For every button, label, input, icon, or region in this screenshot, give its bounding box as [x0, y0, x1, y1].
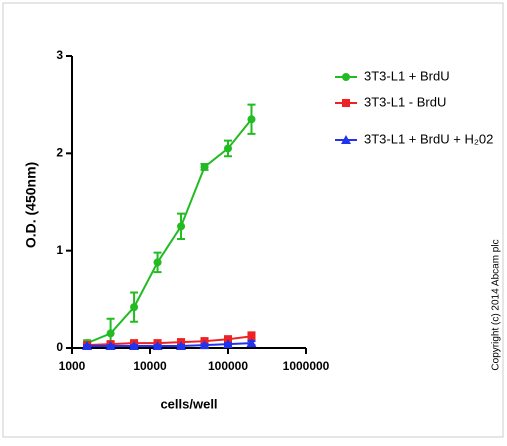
x-tick-label: 1000000: [283, 359, 330, 373]
data-point: [224, 144, 232, 153]
y-tick-label: 3: [56, 48, 63, 62]
x-tick-label: 10000: [133, 359, 167, 373]
legend-label: 3T3-L1 + BrdU: [364, 68, 450, 83]
data-point: [82, 341, 93, 351]
legend-label: 3T3-L1 - BrdU: [364, 94, 446, 109]
y-axis-label: O.D. (450nm): [23, 162, 39, 248]
data-point: [223, 339, 233, 349]
data-point: [200, 162, 209, 171]
data-point: [106, 329, 115, 338]
y-tick-label: 2: [56, 146, 63, 160]
data-point: [177, 222, 186, 231]
data-point: [129, 341, 140, 351]
data-point: [152, 341, 163, 351]
data-point: [247, 332, 256, 341]
data-point: [153, 258, 162, 267]
y-tick-label: 0: [56, 340, 63, 354]
legend-marker: [341, 135, 351, 144]
legend-marker: [342, 99, 350, 107]
data-point: [130, 303, 139, 312]
data-point: [199, 340, 210, 350]
x-tick-label: 1000: [59, 359, 86, 373]
copyright: Copyright (c) 2014 Abcam plc: [491, 239, 502, 370]
x-axis-label: cells/well: [160, 396, 217, 411]
data-point: [246, 338, 257, 348]
y-tick-label: 1: [56, 243, 63, 257]
series-line: [86, 118, 253, 345]
data-point: [247, 115, 256, 124]
x-tick-label: 100000: [208, 359, 248, 373]
legend-marker: [342, 73, 350, 81]
data-point: [176, 341, 187, 351]
data-point: [105, 341, 116, 351]
frame: [2, 2, 504, 438]
legend-label: 3T3-L1 + BrdU + H₂02: [364, 131, 493, 146]
